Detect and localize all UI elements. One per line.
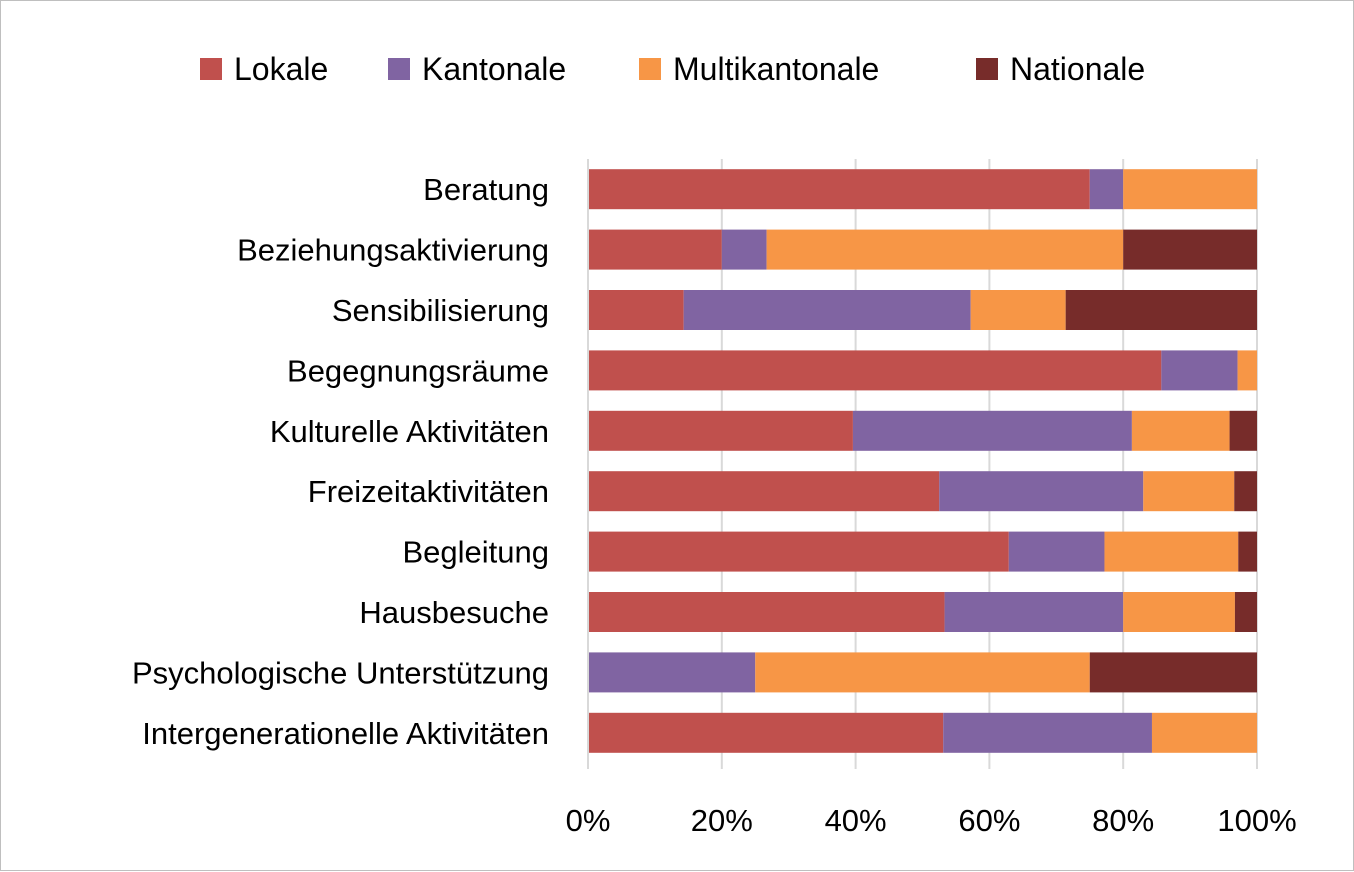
bar-segment bbox=[1131, 410, 1230, 451]
bar-segment bbox=[1151, 712, 1257, 753]
bar-segment bbox=[1234, 471, 1257, 512]
bar-segment bbox=[683, 290, 971, 330]
legend-swatch bbox=[639, 58, 661, 80]
category-label: Beratung bbox=[423, 172, 549, 207]
bar-segment bbox=[721, 229, 767, 270]
bar-segment bbox=[1123, 229, 1257, 270]
bar-segment bbox=[943, 712, 1152, 753]
bar-segment bbox=[1143, 471, 1235, 512]
bar-segment bbox=[1104, 531, 1239, 572]
bars bbox=[588, 169, 1257, 753]
bar-segment bbox=[1123, 592, 1235, 632]
bar-segment bbox=[1123, 169, 1257, 210]
legend-label: Nationale bbox=[1010, 51, 1145, 87]
bar-segment bbox=[755, 652, 1090, 693]
bar-segment bbox=[1229, 410, 1257, 451]
category-labels: Beratung Beziehungsaktivierung Sensibilisi… bbox=[132, 172, 549, 751]
bar-segment bbox=[588, 531, 1009, 572]
bar-segment bbox=[588, 350, 1162, 391]
category-label: Psychologische Unterstützung bbox=[132, 655, 549, 690]
bar-segment bbox=[1234, 592, 1257, 632]
x-tick-label: 80% bbox=[1092, 803, 1154, 838]
x-tick-label: 60% bbox=[958, 803, 1020, 838]
legend-label: Multikantonale bbox=[673, 51, 879, 87]
x-tick-label: 0% bbox=[566, 803, 611, 838]
legend-swatch bbox=[976, 58, 998, 80]
bar-segment bbox=[1089, 169, 1124, 210]
x-tick-label: 20% bbox=[691, 803, 753, 838]
legend-swatch bbox=[388, 58, 410, 80]
bar-segment bbox=[1008, 531, 1105, 572]
bar-segment bbox=[944, 592, 1124, 632]
bar-segment bbox=[852, 410, 1132, 451]
legend-swatch bbox=[200, 58, 222, 80]
x-tick-label: 40% bbox=[825, 803, 887, 838]
bar-segment bbox=[1238, 531, 1257, 572]
legend: Lokale Kantonale Multikantonale Nationale bbox=[200, 51, 1145, 87]
x-axis-ticks: 0% 20% 40% 60% 80% 100% bbox=[566, 803, 1297, 838]
bar-segment bbox=[939, 471, 1144, 512]
legend-label: Lokale bbox=[234, 51, 328, 87]
x-tick-label: 100% bbox=[1217, 803, 1296, 838]
category-label: Sensibilisierung bbox=[332, 293, 549, 328]
bar-segment bbox=[588, 410, 853, 451]
bar-segment bbox=[1065, 290, 1257, 330]
category-label: Freizeitaktivitäten bbox=[308, 474, 549, 509]
category-label: Kulturelle Aktivitäten bbox=[270, 414, 549, 449]
bar-segment bbox=[1089, 652, 1257, 693]
category-label: Beziehungsaktivierung bbox=[237, 233, 549, 268]
bar-segment bbox=[1161, 350, 1238, 391]
category-label: Begleitung bbox=[402, 535, 549, 570]
bar-segment bbox=[588, 712, 944, 753]
bar-segment bbox=[588, 652, 756, 693]
bar-segment bbox=[766, 229, 1124, 270]
bar-segment bbox=[588, 290, 684, 330]
bar-segment bbox=[970, 290, 1066, 330]
bar-segment bbox=[588, 592, 945, 632]
legend-label: Kantonale bbox=[422, 51, 566, 87]
bar-segment bbox=[588, 169, 1090, 210]
bar-segment bbox=[588, 229, 722, 270]
bar-segment bbox=[1237, 350, 1257, 391]
bar-segment bbox=[588, 471, 940, 512]
category-label: Intergenerationelle Aktivitäten bbox=[142, 716, 549, 751]
category-label: Hausbesuche bbox=[359, 595, 549, 630]
category-label: Begegnungsräume bbox=[287, 353, 549, 388]
